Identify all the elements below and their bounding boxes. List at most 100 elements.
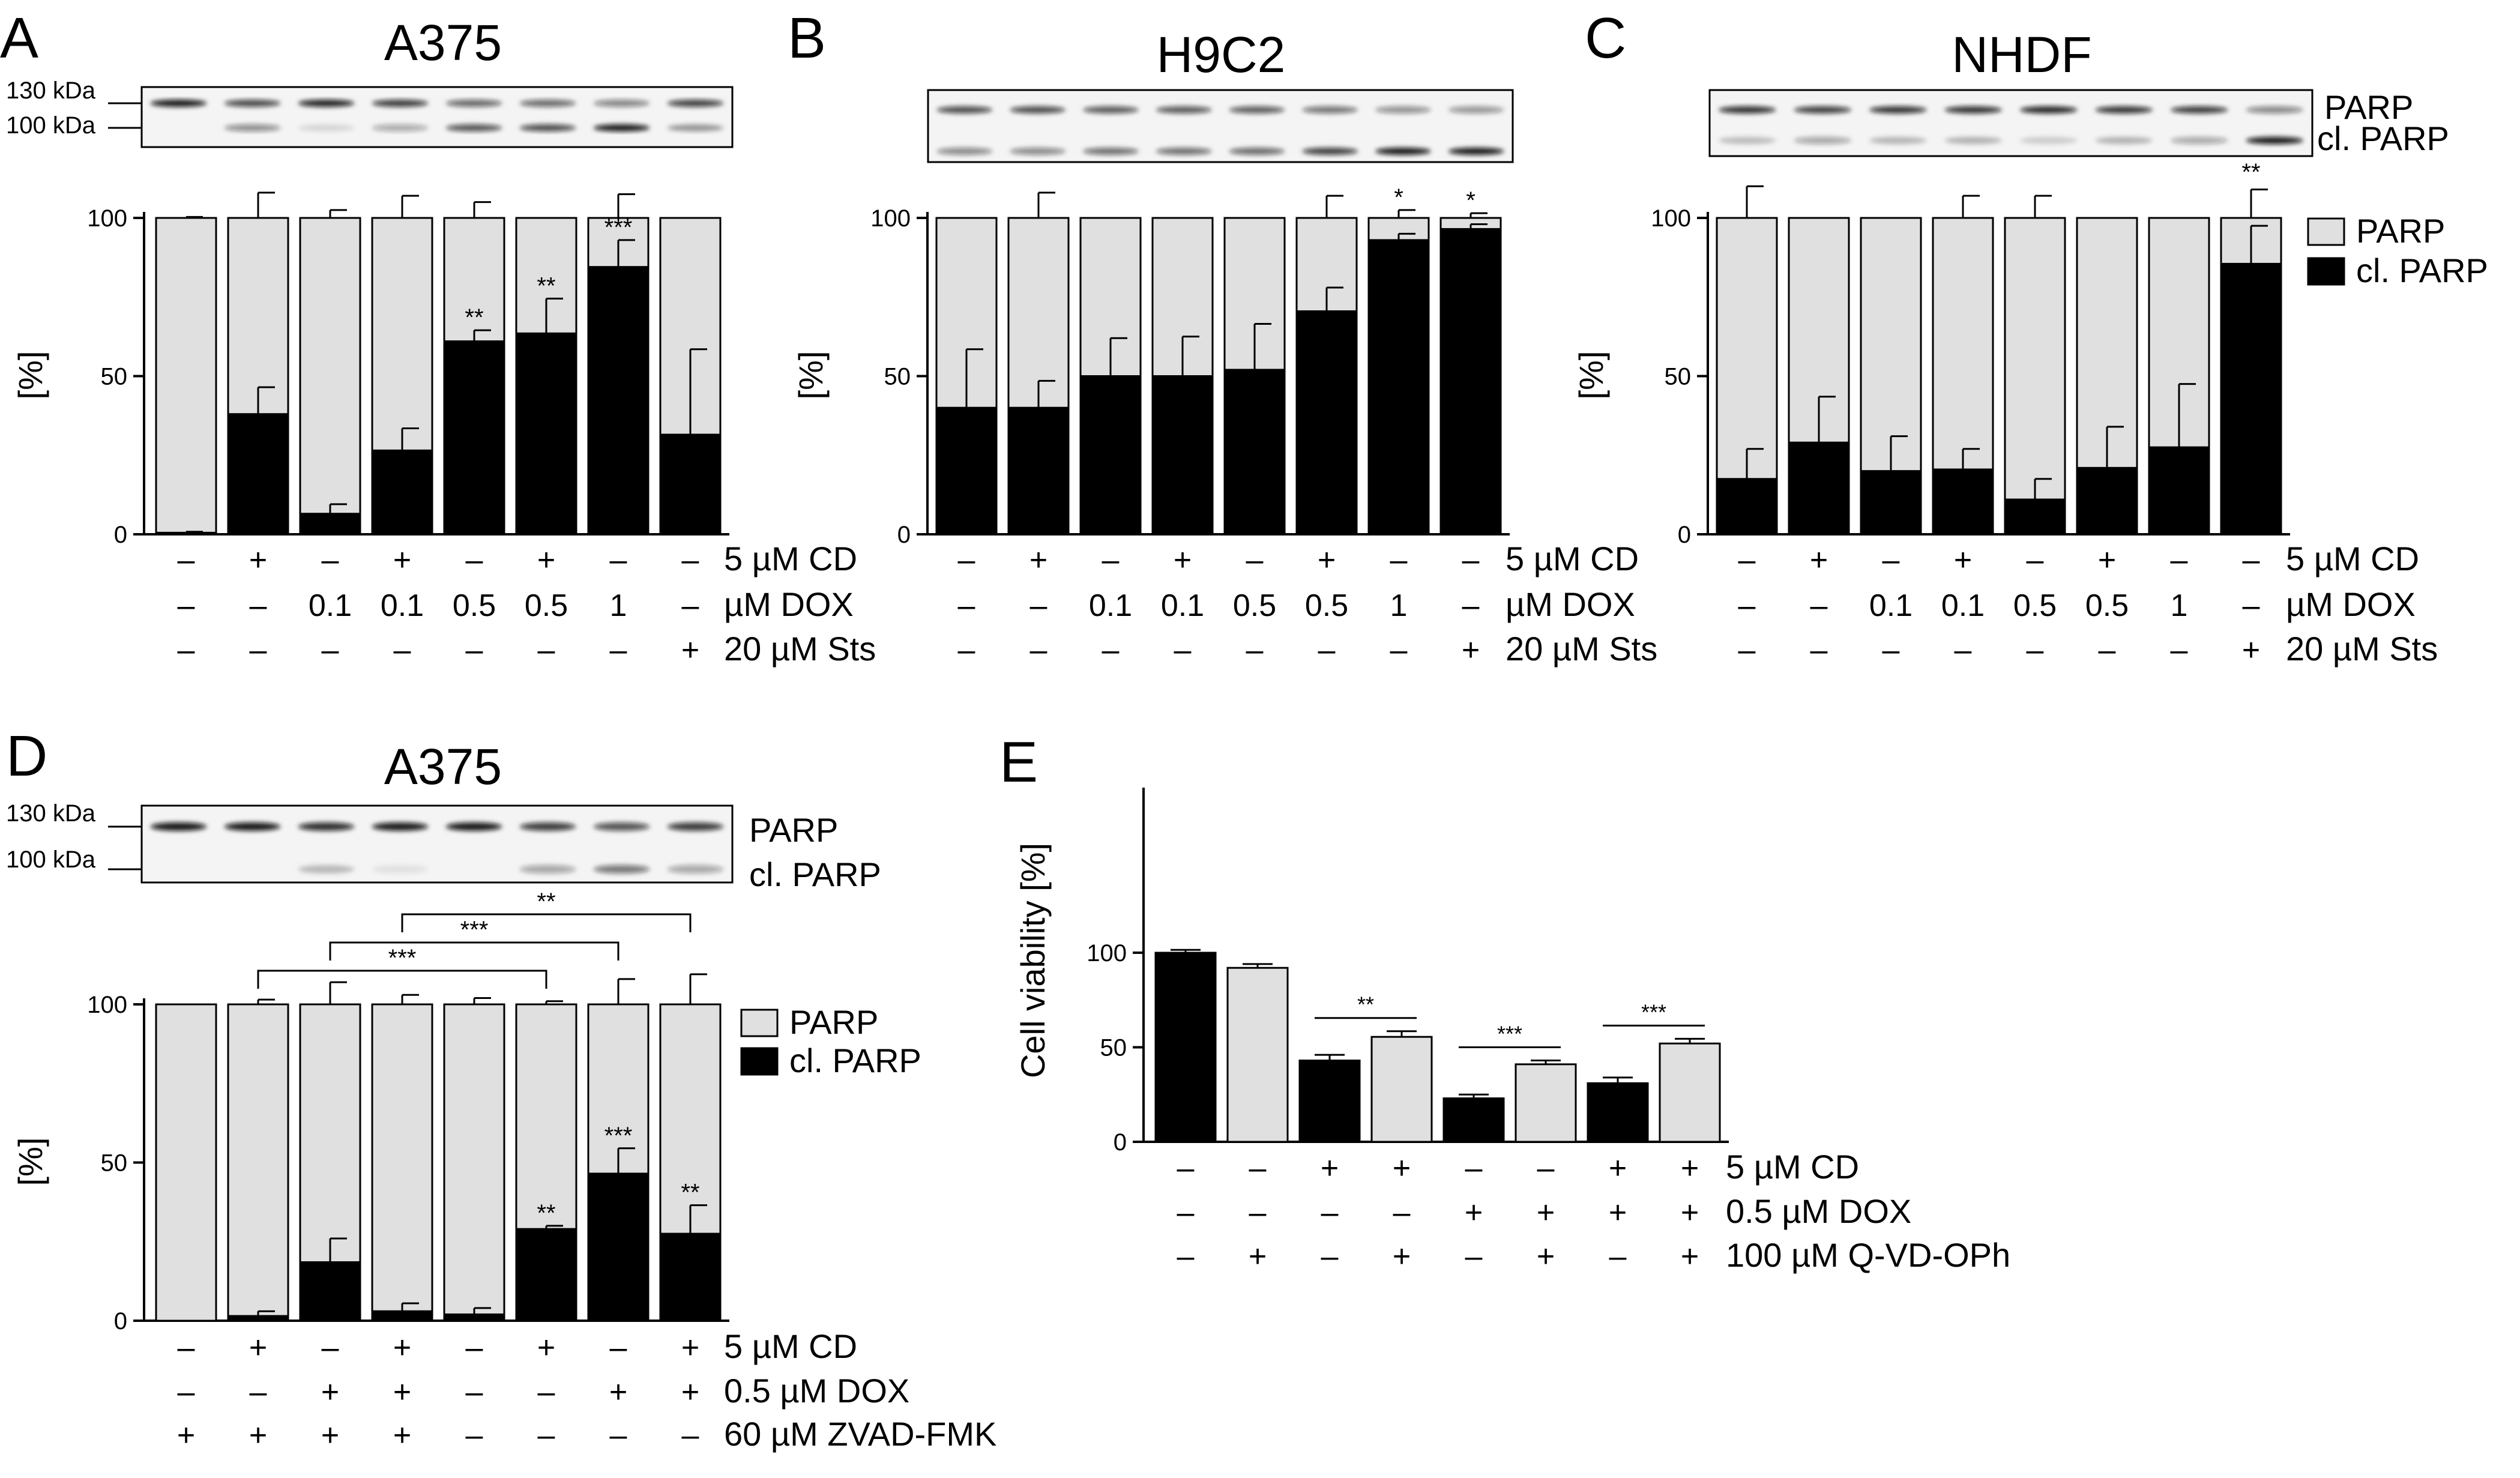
condition-label: 100 µM Q-VD-OPh <box>1726 1236 2010 1274</box>
blot-band-full-length <box>445 822 502 831</box>
condition-value: – <box>1462 588 1480 623</box>
y-axis-label-e: Cell viability [%] <box>1014 843 1052 1078</box>
panel-letter-a: A <box>0 6 38 70</box>
bar-viability <box>1515 1063 1577 1143</box>
y-axis-label-d: [%] <box>11 1138 49 1186</box>
blot-band-full-length <box>150 822 207 831</box>
condition-value: + <box>537 1330 555 1365</box>
condition-value: – <box>1810 633 1828 668</box>
condition-label: µM DOX <box>1506 585 1635 623</box>
conditions-e: – – + + – – + +5 µM CD – – – – + + + +0.5 µM DOX – + – + – + –… <box>1177 1148 2011 1274</box>
legend-swatch-cl-parp-d <box>740 1047 779 1076</box>
significance-label: *** <box>604 1123 633 1149</box>
condition-value: + <box>1609 1195 1627 1230</box>
panel-letter-d: D <box>6 724 47 788</box>
panel-a: A A375 130 kDa 100 kDa [%] 050100*******… <box>0 6 876 668</box>
legend-label-cl-parp-c: cl. PARP <box>2356 252 2488 289</box>
condition-label: 0.5 µM DOX <box>1726 1192 1911 1230</box>
legend-c: PARP cl. PARP <box>2307 212 2488 289</box>
blot-band-cleaved <box>519 865 576 873</box>
blot-band-cleaved <box>667 865 724 873</box>
y-tick-label: 0 <box>897 522 911 548</box>
blot-band-full-length <box>1375 106 1431 113</box>
condition-value: 0.1 <box>1869 588 1913 623</box>
condition-value: 0.5 <box>2013 588 2057 623</box>
condition-value: – <box>178 1375 195 1410</box>
blot-band-cleaved <box>667 124 724 131</box>
condition-value: + <box>393 1418 411 1453</box>
western-blot-c: PARP cl. PARP <box>1708 88 2449 157</box>
legend-d: PARP cl. PARP <box>740 1003 921 1079</box>
y-tick-label: 0 <box>114 1308 127 1335</box>
y-tick-label: 0 <box>114 522 127 548</box>
condition-value: + <box>249 1418 267 1453</box>
blot-band-full-length <box>298 100 355 107</box>
condition-value: – <box>1738 588 1756 623</box>
panel-title-d: A375 <box>384 738 502 795</box>
condition-label: 5 µM CD <box>1726 1148 1859 1186</box>
condition-label: 20 µM Sts <box>724 630 876 668</box>
bar-cl-parp <box>1367 239 1430 535</box>
blot-band-cleaved <box>519 124 576 131</box>
condition-label: 20 µM Sts <box>2286 630 2438 668</box>
condition-value: – <box>958 633 975 668</box>
condition-value: – <box>682 543 699 578</box>
condition-value: – <box>1738 543 1756 578</box>
bar-viability <box>1370 1036 1433 1143</box>
condition-value: 0.1 <box>381 588 424 623</box>
bar-cl-parp <box>1932 468 1994 535</box>
y-tick-label: 0 <box>1678 522 1691 548</box>
condition-value: 0.1 <box>1161 588 1204 623</box>
blot-band-cleaved <box>1302 148 1358 155</box>
condition-value: + <box>321 1375 339 1410</box>
condition-value: + <box>1393 1151 1411 1186</box>
blot-band-cleaved <box>298 124 355 131</box>
bar-parp <box>299 217 361 535</box>
condition-value: – <box>1738 633 1756 668</box>
blot-band-cleaved <box>1944 137 2002 144</box>
bar-cl-parp <box>227 1315 289 1322</box>
condition-value: – <box>1462 543 1480 578</box>
significance-label: ** <box>465 304 483 331</box>
condition-value: – <box>2171 543 2188 578</box>
condition-value: 0.5 <box>453 588 496 623</box>
bar-cl-parp <box>443 1313 505 1322</box>
condition-value: – <box>466 633 483 668</box>
significance-bracket-label: ** <box>537 888 555 915</box>
condition-value: – <box>610 1330 627 1365</box>
condition-value: + <box>681 633 699 668</box>
condition-value: + <box>537 543 555 578</box>
blot-band-full-length <box>445 100 502 107</box>
blot-label-cl-parp-d: cl. PARP <box>749 855 881 893</box>
bar-cl-parp <box>371 449 433 535</box>
panel-c: C NHDF PARP cl. PARP [%] 0 50 100 ** – + – + – +… <box>1572 6 2488 668</box>
condition-value: – <box>1030 588 1047 623</box>
bar-cl-parp <box>935 406 998 535</box>
bar-parp <box>155 1003 217 1322</box>
conditions-c: – + – + – + – –5 µM CD– –0.1 0.1 0.5 0.5 1– µM DOX– – –… <box>1738 540 2438 668</box>
condition-value: – <box>250 633 267 668</box>
significance-bracket-label: ** <box>1357 992 1374 1017</box>
plot-area-b: 0 50 100 * * <box>870 184 1510 548</box>
condition-value: – <box>2099 633 2116 668</box>
y-tick-label: 100 <box>870 205 911 232</box>
blot-band-full-length <box>298 822 355 831</box>
blot-band-full-length <box>1083 106 1139 113</box>
panel-d: D A375 130 kDa 100 kDa PARP cl. PARP [%]… <box>6 724 996 1453</box>
kda-100-label-d: 100 kDa <box>6 846 96 873</box>
condition-value: – <box>682 1418 699 1453</box>
condition-value: 1 <box>1390 588 1408 623</box>
condition-value: – <box>1955 633 1972 668</box>
panel-letter-b: B <box>788 6 826 70</box>
bar-cl-parp <box>659 1232 722 1322</box>
y-tick-label: 50 <box>1100 1035 1127 1061</box>
condition-label: 5 µM CD <box>1506 540 1639 578</box>
condition-value: – <box>1318 633 1336 668</box>
blot-band-full-length <box>1229 106 1285 113</box>
blot-band-full-length <box>1302 106 1358 113</box>
bar-viability <box>1442 1097 1505 1143</box>
blot-band-cleaved <box>1869 137 1927 144</box>
